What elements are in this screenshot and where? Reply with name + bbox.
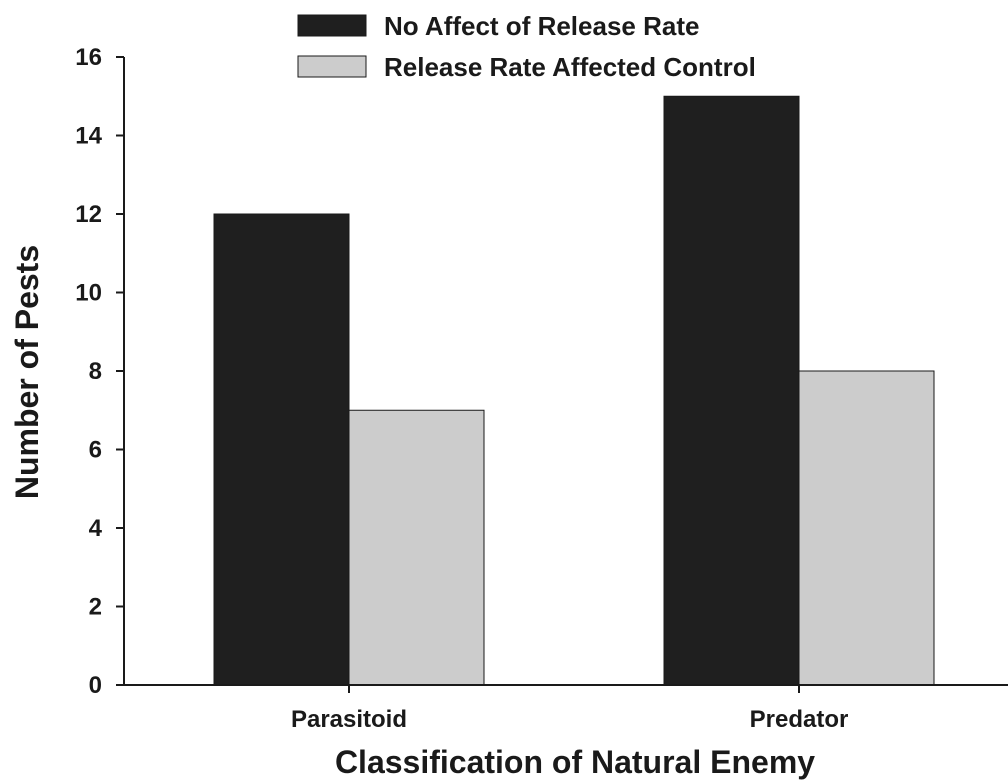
y-tick-label-5: 10 bbox=[75, 280, 102, 307]
x-tick-label-parasitoid: Parasitoid bbox=[291, 706, 407, 733]
y-tick-label-8: 16 bbox=[75, 44, 102, 71]
legend-swatch-series-1 bbox=[297, 14, 367, 37]
bar-parasitoid-series-2 bbox=[348, 409, 485, 686]
bars-group bbox=[213, 95, 935, 686]
y-axis-ticks: 0 2 4 6 8 10 12 14 16 bbox=[75, 44, 124, 699]
bar-predator-series-1 bbox=[663, 95, 800, 686]
legend-label-series-1: No Affect of Release Rate bbox=[384, 11, 699, 41]
x-axis-ticks: Parasitoid Predator bbox=[291, 685, 848, 733]
bar-predator-series-2 bbox=[798, 370, 935, 686]
y-tick-label-0: 0 bbox=[89, 672, 102, 699]
y-tick-label-4: 8 bbox=[89, 358, 102, 385]
y-tick-label-2: 4 bbox=[89, 515, 103, 542]
legend: No Affect of Release Rate Release Rate A… bbox=[297, 11, 756, 82]
y-axis-label: Number of Pests bbox=[9, 245, 45, 499]
y-tick-label-6: 12 bbox=[75, 201, 102, 228]
legend-swatch-series-2 bbox=[297, 55, 367, 78]
x-axis-label: Classification of Natural Enemy bbox=[335, 744, 815, 780]
y-tick-label-7: 14 bbox=[75, 123, 102, 150]
legend-label-series-2: Release Rate Affected Control bbox=[384, 52, 756, 82]
x-tick-label-predator: Predator bbox=[750, 706, 849, 733]
y-tick-label-3: 6 bbox=[89, 437, 102, 464]
y-tick-label-1: 2 bbox=[89, 594, 102, 621]
bar-parasitoid-series-1 bbox=[213, 213, 350, 686]
